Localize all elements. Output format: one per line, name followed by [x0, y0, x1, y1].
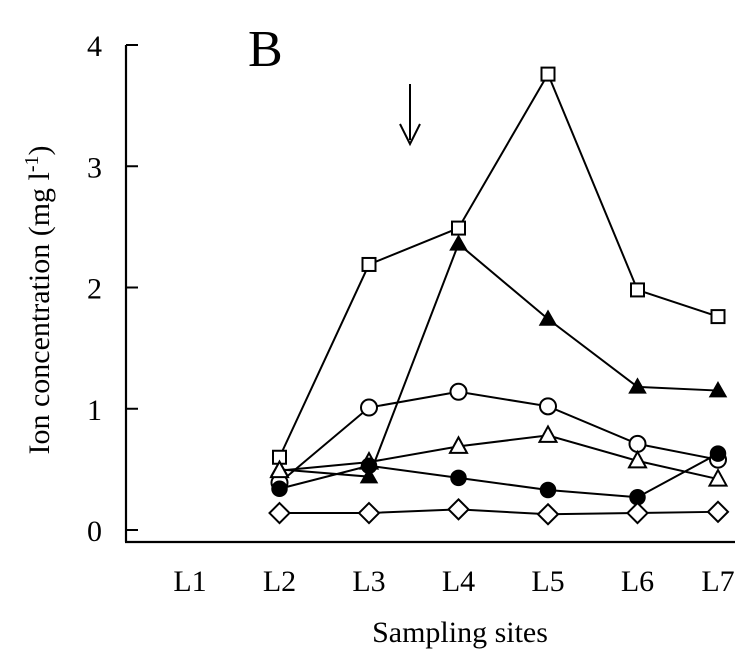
point-filled-circle-l3 [360, 457, 378, 474]
point-filled-circle-l5 [539, 481, 557, 499]
point-filled-triangle-l7 [708, 381, 728, 398]
point-open-circle-l4 [449, 382, 468, 401]
point-filled-circle-l7 [709, 445, 727, 462]
point-filled-triangle-l3 [359, 467, 379, 484]
y-axis-title-superscript: -1 [21, 155, 43, 172]
y-axis-title-main: Ion concentration (mg l [23, 172, 56, 454]
point-filled-circle-l2 [271, 480, 288, 498]
x-tick-label-l1: L1 [173, 565, 206, 598]
point-filled-triangle-l6 [628, 377, 647, 394]
x-tick-label-l3: L3 [352, 565, 385, 598]
panel-label: B [248, 21, 283, 78]
point-open-square-l3 [361, 256, 377, 272]
series-filled-triangle [270, 234, 728, 484]
series-line-open-circle [278, 390, 719, 484]
point-open-circle-l3 [360, 398, 378, 417]
point-filled-circle-l4 [450, 469, 467, 487]
point-open-circle-l5 [539, 397, 557, 416]
series-open-diamond [268, 497, 730, 526]
series-line-open-square [278, 71, 719, 458]
x-axis-title: Sampling sites [372, 616, 548, 649]
point-open-square-l6 [630, 282, 645, 298]
point-open-triangle-l5 [537, 424, 559, 443]
point-open-diamond-l7 [706, 500, 730, 524]
down-arrow-annotation [399, 84, 421, 147]
point-open-square-l4 [451, 220, 466, 236]
point-open-diamond-l4 [447, 497, 470, 521]
x-tick-label-l5: L5 [531, 565, 564, 598]
point-open-triangle-l2 [269, 459, 290, 479]
y-axis-title-close: ) [23, 145, 56, 155]
point-open-triangle-l6 [627, 449, 648, 469]
point-open-square-l7 [710, 309, 726, 325]
series-line-open-diamond [279, 508, 719, 516]
series-line-filled-circle [279, 452, 719, 499]
series-open-triangle [269, 424, 729, 487]
point-open-triangle-l4 [448, 435, 469, 454]
y-axis-title: Ion concentration (mg l-1) [21, 145, 56, 454]
point-open-diamond-l5 [536, 502, 560, 526]
point-filled-triangle-l4 [449, 234, 468, 251]
series-layer [268, 66, 730, 526]
point-open-diamond-l3 [357, 501, 381, 525]
x-tick-label-l6: L6 [621, 565, 654, 598]
point-open-triangle-l7 [707, 467, 729, 487]
x-tick-label-l4: L4 [442, 565, 475, 598]
arrow-head [399, 123, 421, 147]
y-tick-label-0: 0 [87, 515, 102, 548]
x-tick-label-l2: L2 [263, 565, 296, 598]
point-open-diamond-l2 [268, 501, 291, 525]
point-open-square-l5 [540, 66, 556, 82]
point-open-circle-l6 [628, 434, 647, 453]
point-open-diamond-l6 [626, 501, 649, 525]
x-tick-label-l7: L7 [701, 565, 734, 598]
y-tick-label-1: 1 [87, 394, 102, 427]
y-tick-label-2: 2 [87, 273, 102, 306]
y-tick-label-3: 3 [87, 151, 102, 184]
y-tick-label-4: 4 [87, 30, 102, 63]
series-open-square [272, 66, 726, 465]
point-filled-triangle-l5 [538, 309, 558, 326]
series-line-open-triangle [279, 434, 719, 481]
series-filled-circle [271, 445, 727, 506]
series-line-filled-triangle [279, 242, 719, 478]
